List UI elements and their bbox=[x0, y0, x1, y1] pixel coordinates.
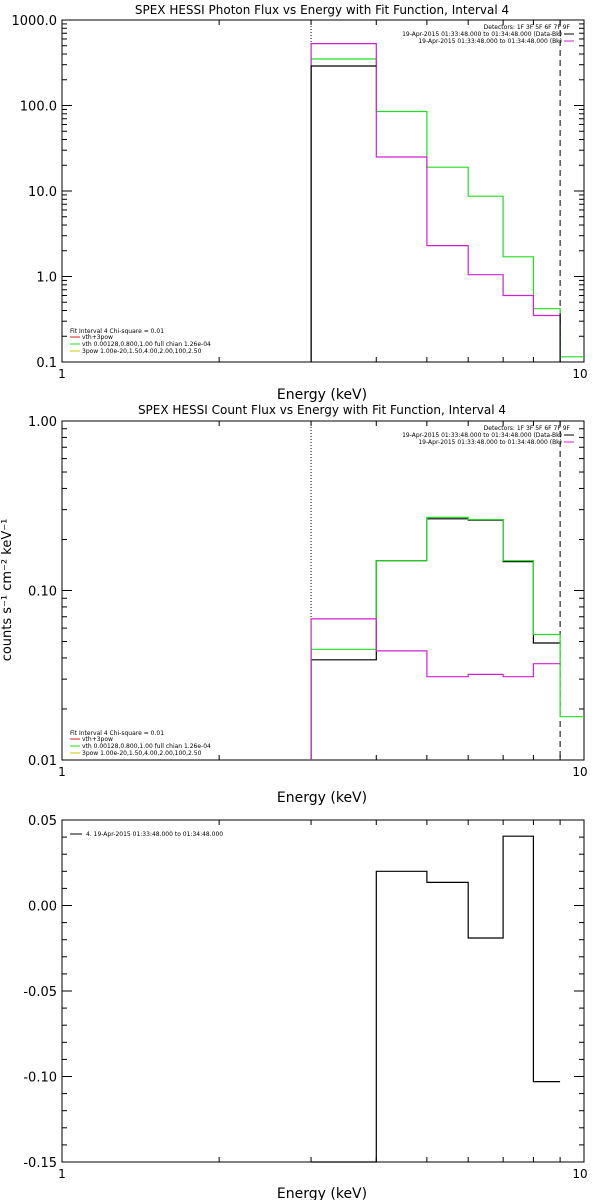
residual-axis-ticks: 1 10 -0.15 -0.10 -0.05 0.00 0.05 bbox=[23, 814, 587, 1181]
count-legend-fit: Fit Interval 4 Chi-square = 0.01 bbox=[70, 730, 164, 737]
residual-legend-label: 4. 19-Apr-2015 01:33:48.000 to 01:34:48.… bbox=[86, 831, 223, 838]
x-tick-label: 10 bbox=[572, 1167, 587, 1181]
x-tick-label: 1 bbox=[58, 765, 66, 779]
x-tick-label: 1 bbox=[58, 1167, 66, 1181]
photon-series-group bbox=[310, 43, 584, 362]
magenta-step-series bbox=[310, 43, 561, 362]
green-step-series bbox=[310, 516, 584, 760]
residual-panel: 1 10-0.15-0.10-0.050.000.05 Energy (keV) … bbox=[23, 814, 587, 1202]
y-tick-label: 0.00 bbox=[28, 900, 57, 915]
black-step-series bbox=[310, 65, 377, 362]
y-tick-label: 0.01 bbox=[28, 754, 57, 769]
count-legend-vth: vth 0.00128,0.800,1.00 full chian 1.26e-… bbox=[82, 743, 211, 750]
count-legend-detectors: Detectors: 1F 3F 5F 6F 7F 9F bbox=[484, 425, 571, 432]
y-tick-label: 0.10 bbox=[28, 585, 57, 600]
residual-plot-frame bbox=[61, 819, 585, 1163]
count-fit-range-lines bbox=[310, 421, 561, 760]
x-tick-label: 10 bbox=[572, 367, 587, 381]
x-tick-label: 1 bbox=[58, 367, 66, 381]
count-legend-model: vth+3pow bbox=[82, 736, 113, 743]
count-flux-panel: SPEX HESSI Count Flux vs Energy with Fit… bbox=[0, 403, 588, 806]
magenta-step-series bbox=[310, 618, 561, 760]
count-legend-bottom: Fit Interval 4 Chi-square = 0.01 vth+3po… bbox=[70, 730, 211, 757]
photon-x-axis-label: Energy (keV) bbox=[277, 387, 367, 403]
y-tick-label: 100.0 bbox=[20, 100, 57, 115]
count-legend-bk: 19-Apr-2015 01:33:48.000 to 01:34:48.000… bbox=[418, 439, 562, 446]
count-legend-top: Detectors: 1F 3F 5F 6F 7F 9F 19-Apr-2015… bbox=[402, 425, 574, 446]
photon-legend-3pow: 3pow 1.00e-20,1.50,4.00,2.00,100,2.50 bbox=[82, 348, 202, 355]
photon-plot-frame bbox=[61, 19, 585, 363]
y-tick-label: 1.00 bbox=[28, 415, 57, 430]
black-step-series bbox=[310, 518, 561, 760]
count-plot-frame bbox=[61, 420, 585, 761]
count-legend-3pow: 3pow 1.00e-20,1.50,4.00,2.00,100,2.50 bbox=[82, 750, 202, 757]
count-legend-databk: 19-Apr-2015 01:33:48.000 to 01:34:48.000… bbox=[402, 432, 562, 439]
photon-flux-panel: SPEX HESSI Photon Flux vs Energy with Fi… bbox=[12, 3, 588, 403]
y-tick-label: -0.10 bbox=[23, 1071, 57, 1086]
count-y-axis-label: counts s⁻¹ cm⁻² keV⁻¹ bbox=[0, 519, 15, 662]
count-series-group bbox=[310, 516, 584, 760]
photon-legend-vth: vth 0.00128,0.800,1.00 full chian 1.26e-… bbox=[82, 341, 211, 348]
photon-chart-title: SPEX HESSI Photon Flux vs Energy with Fi… bbox=[135, 3, 509, 17]
y-tick-label: -0.05 bbox=[23, 985, 57, 1000]
photon-fit-range-lines bbox=[310, 20, 561, 362]
y-tick-label: 0.1 bbox=[36, 356, 57, 371]
residual-series-group bbox=[311, 835, 561, 1163]
photon-legend-detectors: Detectors: 1F 3F 5F 6F 7F 9F bbox=[484, 24, 571, 31]
y-tick-label: 1000.0 bbox=[12, 14, 58, 29]
y-tick-label: -0.15 bbox=[23, 1156, 57, 1171]
photon-legend-bk: 19-Apr-2015 01:33:48.000 to 01:34:48.000… bbox=[418, 38, 562, 45]
photon-legend-fit: Fit Interval 4 Chi-square = 0.01 bbox=[70, 328, 164, 335]
count-x-axis-label: Energy (keV) bbox=[277, 790, 367, 806]
photon-axis-ticks: 1 10 0.1 1.0 10.0 100.0 1000.0 bbox=[12, 14, 588, 381]
photon-legend-databk: 19-Apr-2015 01:33:48.000 to 01:34:48.000… bbox=[402, 31, 562, 38]
green-step-series bbox=[310, 58, 584, 362]
y-tick-label: 10.0 bbox=[28, 185, 57, 200]
photon-legend-model: vth+3pow bbox=[82, 334, 113, 341]
x-tick-label: 10 bbox=[572, 765, 587, 779]
black-step-series bbox=[311, 835, 561, 1163]
count-axis-ticks: 1 10 0.01 0.10 1.00 bbox=[28, 415, 588, 779]
photon-legend-top: Detectors: 1F 3F 5F 6F 7F 9F 19-Apr-2015… bbox=[402, 24, 574, 45]
photon-legend-bottom: Fit Interval 4 Chi-square = 0.01 vth+3po… bbox=[70, 328, 211, 355]
residual-x-axis-label: Energy (keV) bbox=[277, 1186, 367, 1200]
y-tick-label: 0.05 bbox=[28, 814, 57, 829]
count-chart-title: SPEX HESSI Count Flux vs Energy with Fit… bbox=[138, 403, 506, 417]
y-tick-label: 1.0 bbox=[36, 271, 57, 286]
